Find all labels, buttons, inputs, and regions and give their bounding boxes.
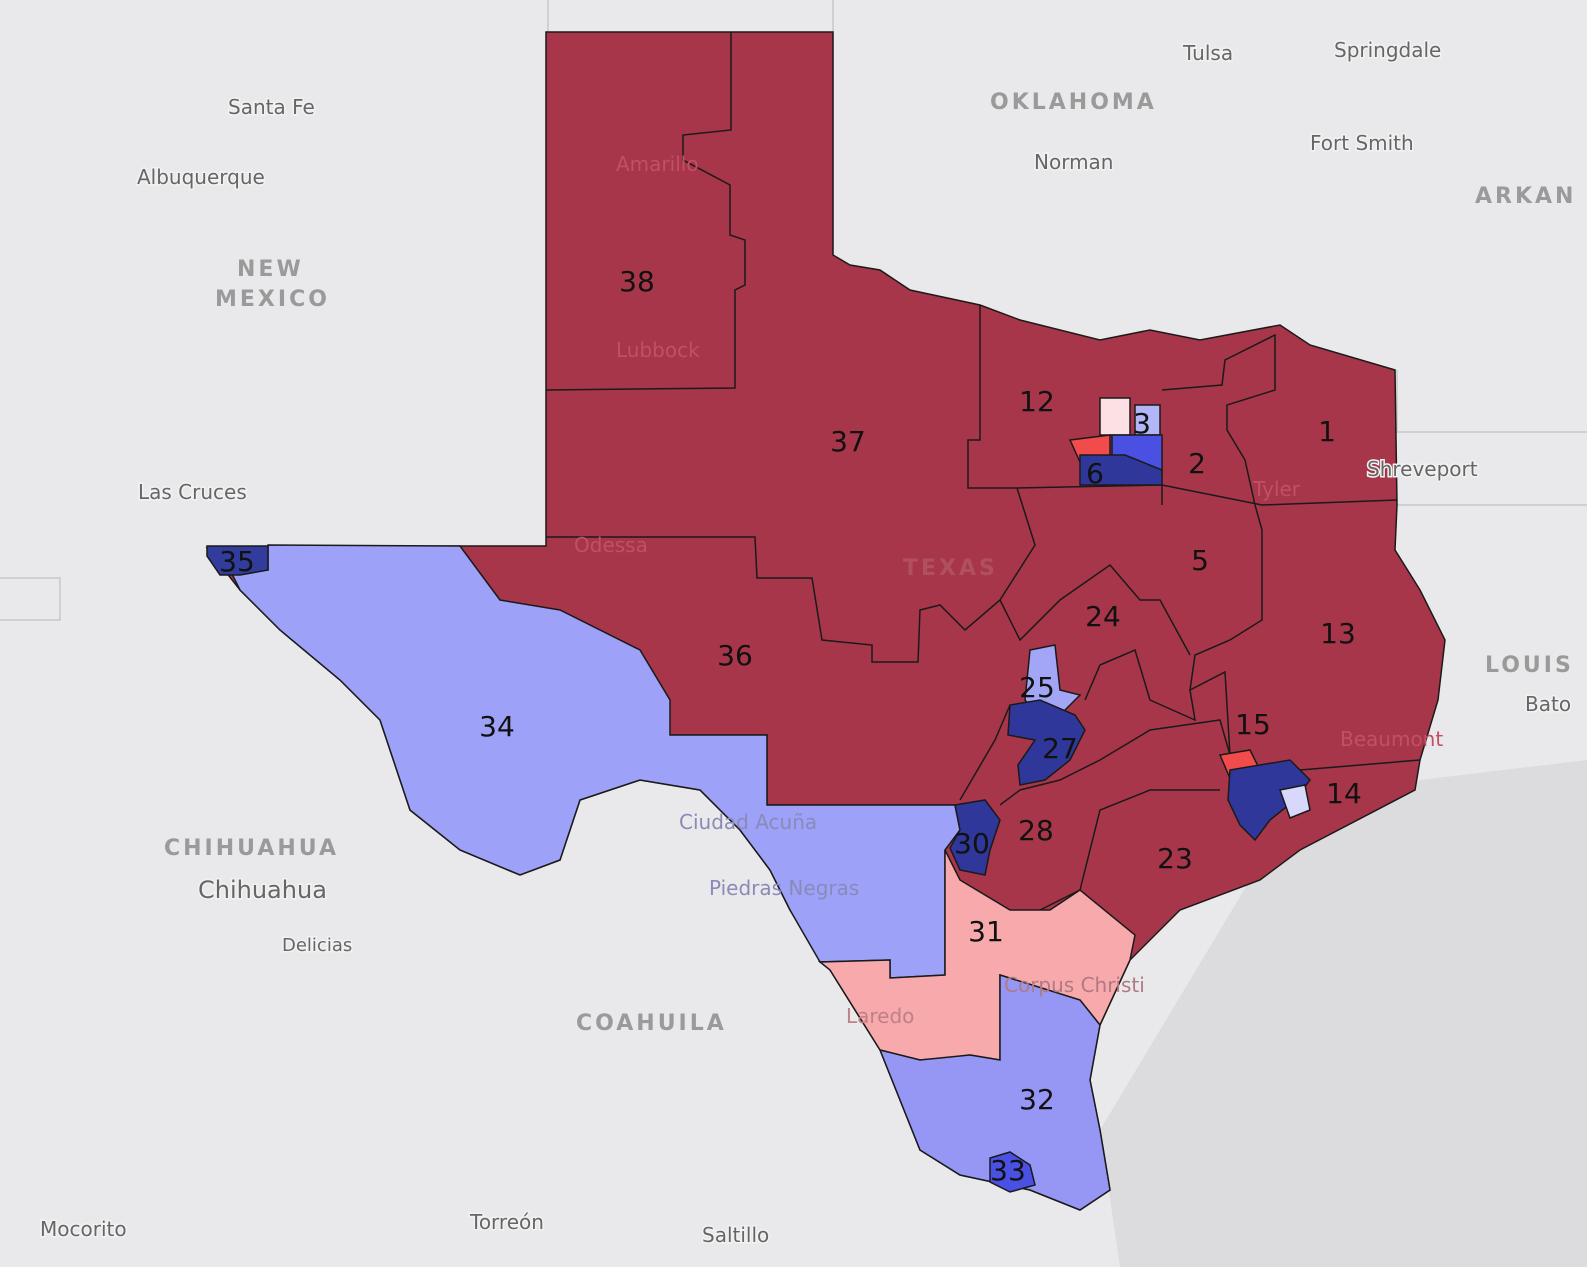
district-label: 30 xyxy=(954,827,990,860)
district-label: 12 xyxy=(1019,385,1055,418)
district-shape xyxy=(989,1151,1036,1193)
gulf xyxy=(1100,760,1587,1267)
district-label: 35 xyxy=(219,545,255,578)
district-label: 28 xyxy=(1018,814,1054,847)
district-shape xyxy=(1079,454,1163,486)
region-label: ARKAN xyxy=(1475,184,1576,209)
place-label: Corpus Christi xyxy=(1004,973,1145,997)
district-label: 36 xyxy=(717,639,753,672)
place-label: Norman xyxy=(1034,150,1113,174)
region-label: NEW xyxy=(237,257,304,282)
region-labels: NEW MEXICO OKLAHOMA TEXAS CHIHUAHUA COAH… xyxy=(164,90,1576,1036)
place-label: Delicias xyxy=(282,935,352,956)
place-label: Shreveport xyxy=(1367,457,1478,481)
district-label: 6 xyxy=(1086,457,1104,490)
place-label: Fort Smith xyxy=(1310,131,1414,155)
district-label: 38 xyxy=(619,265,655,298)
place-label: Saltillo xyxy=(702,1223,769,1247)
place-label: Springdale xyxy=(1334,38,1441,62)
place-label: Tyler xyxy=(1252,477,1301,501)
district-label: 31 xyxy=(968,915,1004,948)
place-label: Las Cruces xyxy=(138,480,247,504)
place-label: Bato xyxy=(1525,692,1571,716)
region-label: OKLAHOMA xyxy=(990,90,1157,115)
place-label: Amarillo xyxy=(616,152,699,176)
region-label: TEXAS xyxy=(903,556,998,581)
district-label: 23 xyxy=(1157,842,1193,875)
region-label: COAHUILA xyxy=(576,1011,727,1036)
place-label: Laredo xyxy=(846,1004,914,1028)
place-label: Santa Fe xyxy=(228,95,315,119)
region-label: CHIHUAHUA xyxy=(164,836,339,861)
district-shape xyxy=(1227,759,1311,842)
place-label: Piedras Negras xyxy=(709,876,859,900)
place-label: Torreón xyxy=(469,1210,544,1234)
district-shape xyxy=(1279,784,1311,819)
district-label: 15 xyxy=(1235,708,1271,741)
district-labels: 38 37 12 3 6 2 1 5 24 36 35 34 25 27 13 … xyxy=(219,265,1362,1187)
place-label: Albuquerque xyxy=(137,165,265,189)
district-label: 5 xyxy=(1191,544,1209,577)
place-labels: Santa Fe Albuquerque Las Cruces Amarillo… xyxy=(39,37,1573,1249)
district-label: 1 xyxy=(1318,415,1336,448)
region-label: MEXICO xyxy=(215,287,330,312)
district-label: 32 xyxy=(1019,1083,1055,1116)
district-shape xyxy=(1099,397,1131,436)
district-label: 13 xyxy=(1320,617,1356,650)
district-label: 24 xyxy=(1085,600,1121,633)
district-label: 34 xyxy=(479,710,515,743)
region-label: LOUIS xyxy=(1485,653,1574,678)
district-shape xyxy=(228,544,961,979)
district-shape xyxy=(206,545,269,576)
district-label: 33 xyxy=(990,1154,1026,1187)
district-label: 3 xyxy=(1133,407,1151,440)
place-label: Mocorito xyxy=(40,1217,127,1241)
district-label: 27 xyxy=(1042,732,1078,765)
place-label: Odessa xyxy=(574,533,648,557)
place-label: Ciudad Acuña xyxy=(679,810,817,834)
district-shape xyxy=(949,799,1001,876)
district-label: 2 xyxy=(1188,447,1206,480)
district-shape xyxy=(878,973,1111,1211)
district-label: 37 xyxy=(830,425,866,458)
place-label: Chihuahua xyxy=(198,876,327,904)
district-label: 25 xyxy=(1019,671,1055,704)
district-shape xyxy=(1007,699,1086,786)
place-label: Lubbock xyxy=(616,338,700,362)
district-label: 14 xyxy=(1326,777,1362,810)
place-label: Tulsa xyxy=(1182,41,1233,65)
place-label: Beaumont xyxy=(1340,727,1443,751)
